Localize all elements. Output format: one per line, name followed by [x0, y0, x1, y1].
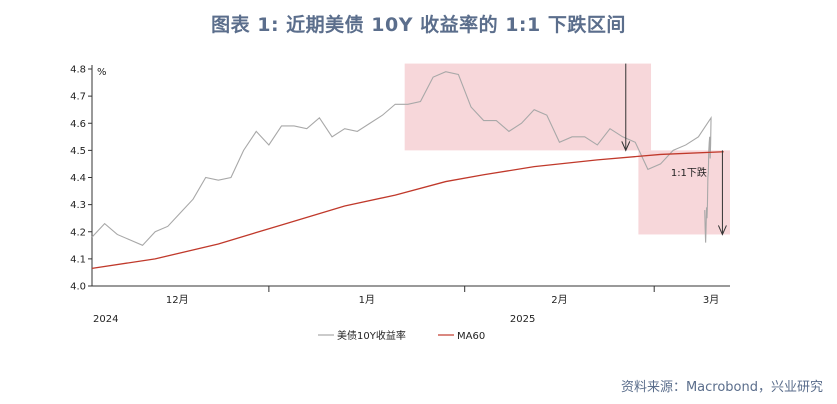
arrow-head-2: [717, 225, 727, 236]
y-tick-label: 4.8: [70, 65, 86, 76]
y-unit-label: %: [97, 67, 107, 78]
y-tick-label: 4.0: [70, 282, 86, 293]
x-month-label: 12月: [166, 294, 189, 306]
annotation-label: 1:1下跌: [671, 166, 707, 179]
source-note: 资料来源：Macrobond，兴业研究: [620, 380, 823, 395]
x-month-label: 1月: [359, 294, 375, 306]
legend: 美债10Y收益率 MA60: [318, 329, 485, 342]
legend-label-yield: 美债10Y收益率: [337, 329, 406, 342]
y-tick-label: 4.1: [70, 254, 86, 265]
y-tick-label: 4.6: [70, 119, 86, 130]
y-tick-label: 4.3: [70, 200, 86, 211]
y-tick-label: 4.5: [70, 146, 86, 157]
x-month-label: 3月: [703, 294, 719, 306]
annotation-arrows: [621, 63, 727, 236]
y-tick-label: 4.4: [70, 173, 86, 184]
yield-10y-line: [91, 71, 712, 246]
x-year-label: 2025: [510, 314, 535, 325]
series-lines: [91, 71, 724, 270]
x-year-label: 2024: [93, 314, 118, 325]
highlight-box-2: [638, 150, 730, 235]
ma60-line: [91, 151, 724, 270]
x-month-label: 2月: [551, 294, 567, 306]
arrow-head-1: [621, 141, 631, 152]
y-tick-label: 4.2: [70, 227, 86, 238]
legend-label-ma60: MA60: [457, 331, 485, 342]
axes: 4.0 4.1 4.2 4.3 4.4 4.5 4.6 4.7 4.8 12月 1月 2月 3月 2024…: [70, 65, 730, 325]
highlight-regions: [404, 63, 730, 235]
y-tick-label: 4.7: [70, 92, 86, 103]
chart-title: 图表 1: 近期美债 10Y 收益率的 1:1 下跌区间: [211, 14, 626, 36]
highlight-box-1: [404, 63, 652, 151]
